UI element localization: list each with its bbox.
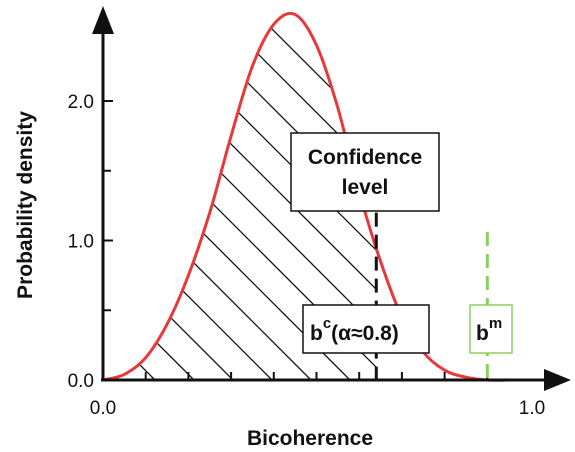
y-tick-label: 2.0 [68, 92, 94, 113]
bm-label-sup: m [489, 315, 502, 332]
x-tick-label: 0.0 [90, 398, 116, 419]
annotation-line-2: level [342, 176, 389, 199]
y-axis-title: Probability density [14, 111, 37, 299]
x-axis-title: Bicoherence [247, 427, 373, 450]
x-axis-arrowhead [544, 369, 571, 391]
hatch-line [516, 0, 575, 380]
bm-label: bm [476, 315, 502, 345]
bc-label-box: bc(α≈0.8) [302, 304, 430, 354]
hatch-line [555, 0, 575, 380]
hatch-line [203, 13, 377, 380]
confidence-level-annotation: Confidence level [290, 132, 440, 212]
annotation-line-1: Confidence [308, 146, 422, 169]
hatch-line [103, 13, 312, 380]
bc-label-sup: c [323, 315, 331, 332]
y-axis-arrowhead [92, 6, 114, 34]
hatch-line [242, 13, 377, 380]
bm-label-main: b [476, 322, 489, 345]
y-tick-label: 1.0 [68, 232, 94, 253]
bc-label: bc(α≈0.8) [310, 315, 399, 345]
bc-label-rest: (α≈0.8) [331, 322, 399, 345]
bc-label-main: b [310, 322, 323, 345]
x-tick-label: 1.0 [519, 398, 545, 419]
hatch-line [0, 0, 77, 380]
axis-ticks [103, 100, 489, 380]
y-tick-label: 0.0 [68, 371, 94, 392]
bm-label-box: bm [469, 304, 513, 354]
hatch-line [103, 13, 273, 380]
density-curve [102, 11, 509, 382]
